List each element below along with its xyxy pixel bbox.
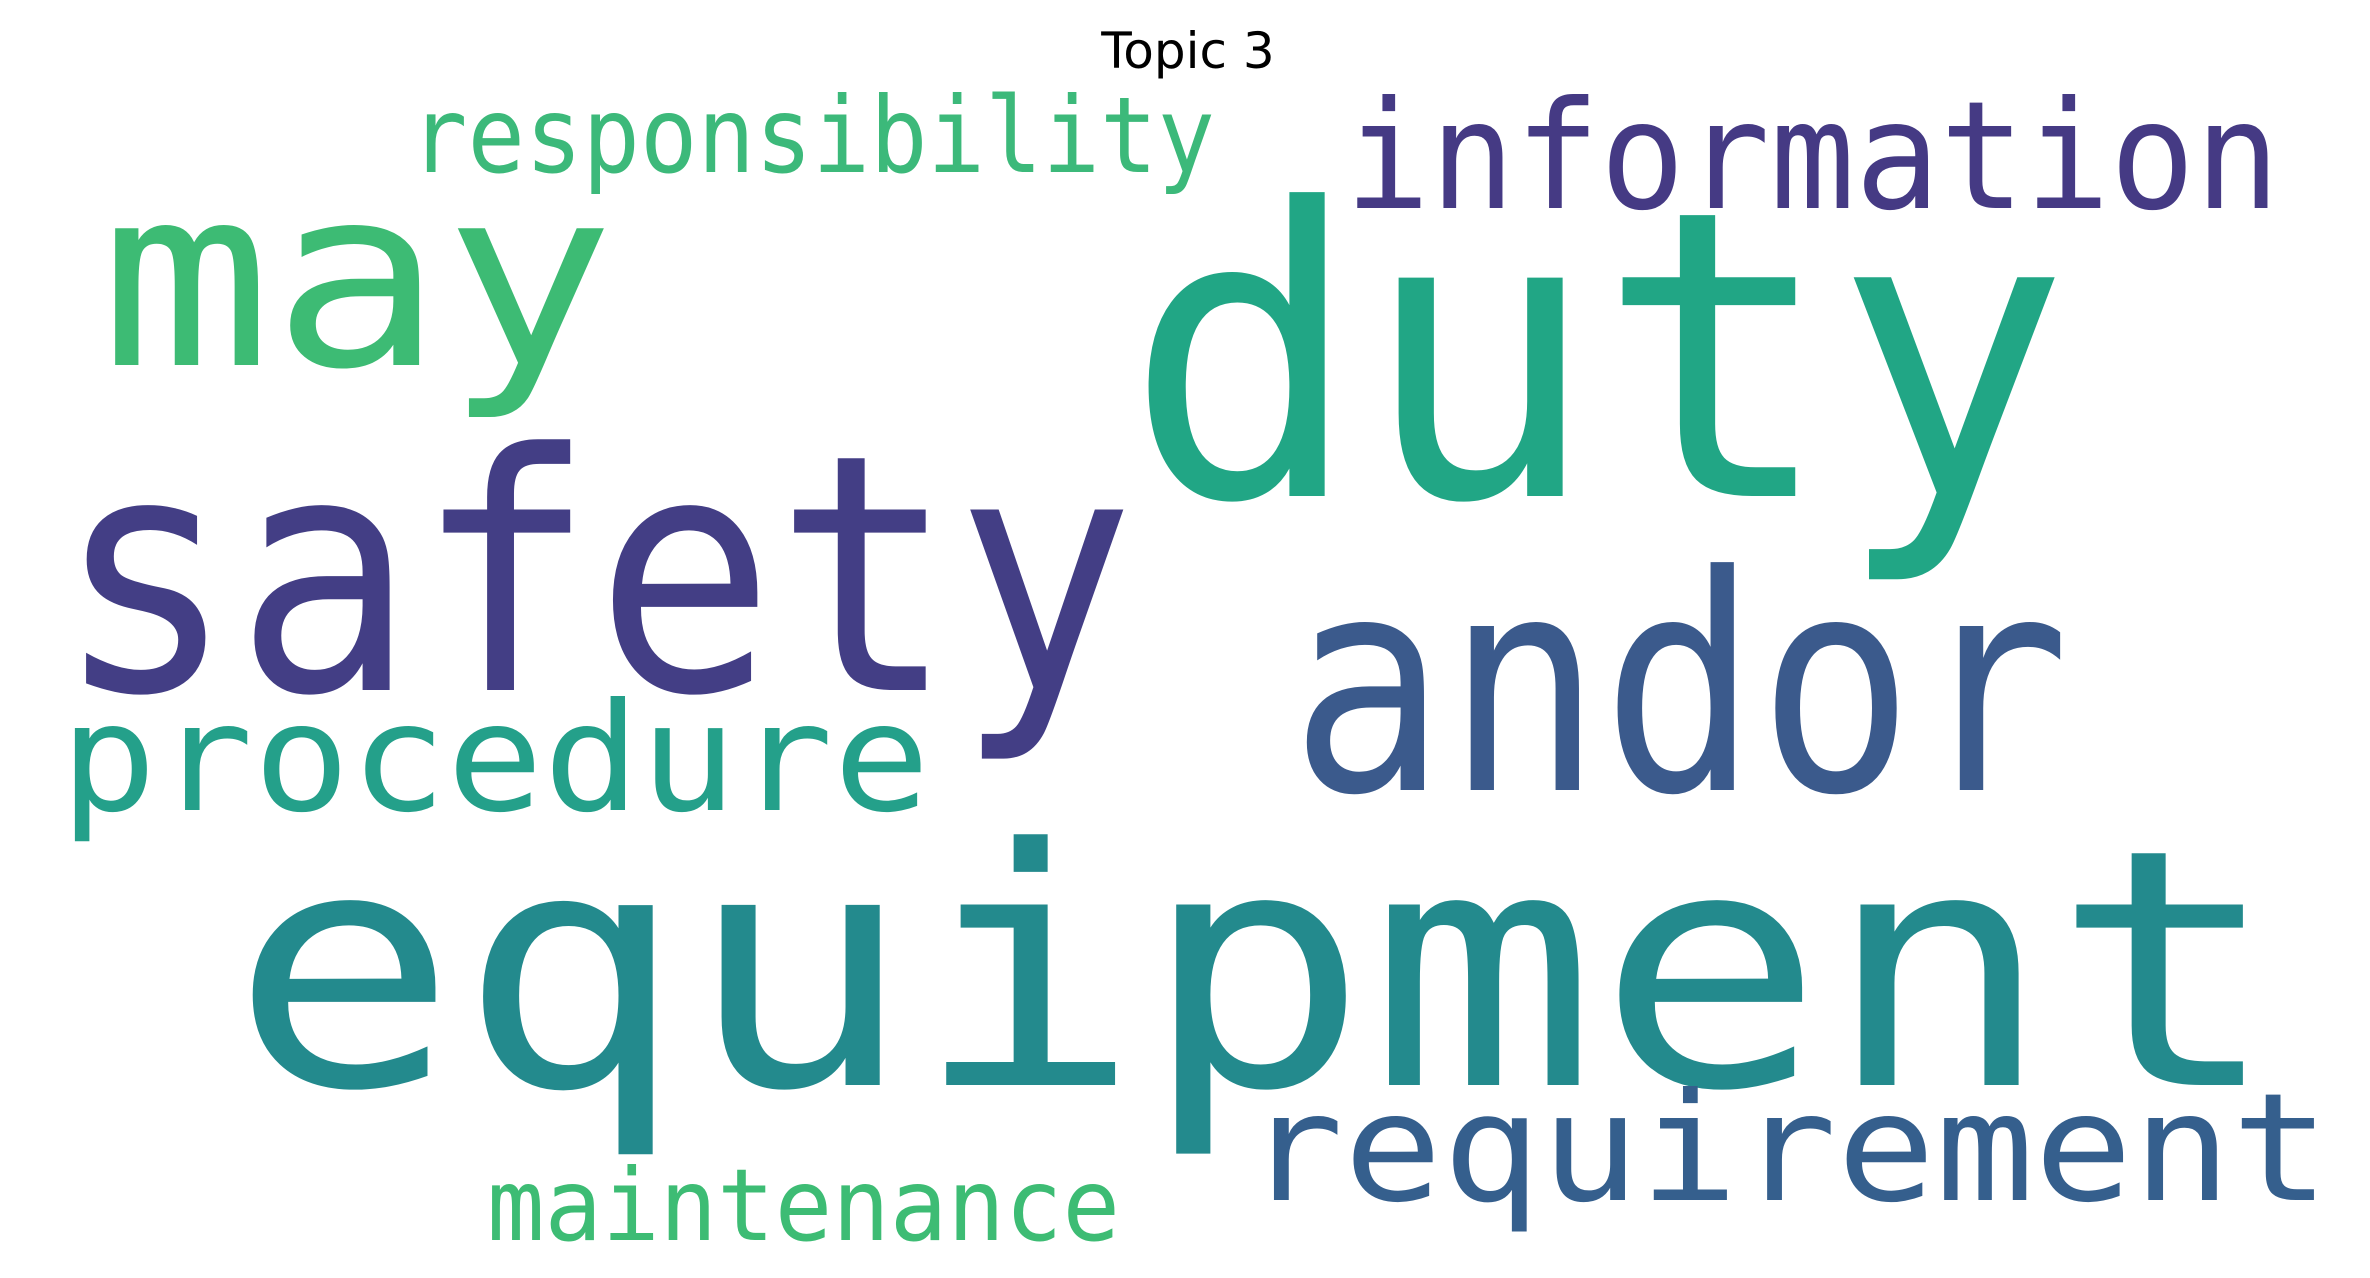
word-may: may [100,133,615,424]
word-duty: duty [1125,126,2070,591]
chart-title: Topic 3 [1100,22,1274,80]
word-equipment: equipment [230,779,2280,1163]
word-maintenance: maintenance [487,1147,1120,1264]
word-procedure: procedure [60,672,930,846]
word-information: information [1345,70,2280,244]
word-requirement: requirement [1245,1062,2330,1236]
word-responsibility: responsibility [410,75,1215,197]
word-safety: safety [55,384,1135,768]
word-andor: andor [1290,512,2070,861]
